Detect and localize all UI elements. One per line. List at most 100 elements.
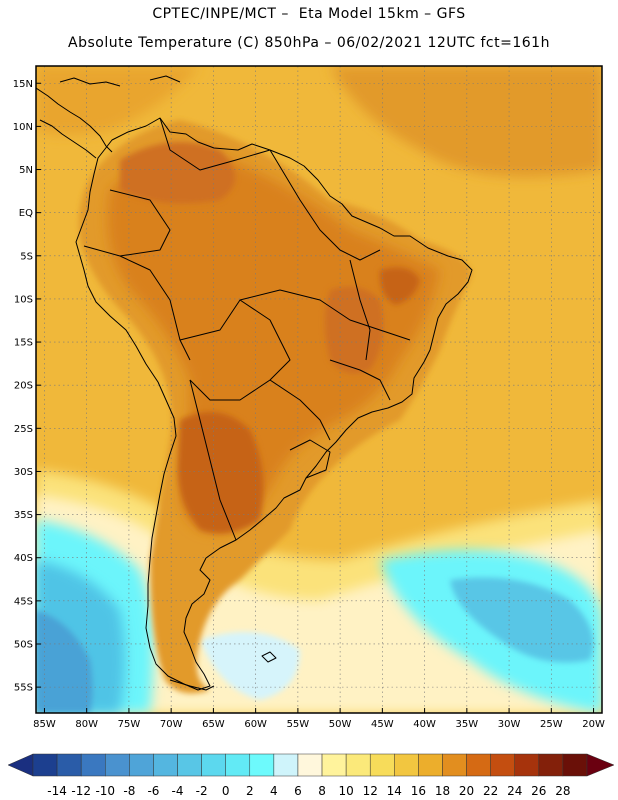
bolivia-border	[179, 299, 291, 401]
colorbar-label: -8	[123, 784, 135, 798]
falklands-coast	[261, 651, 277, 663]
temperature-field	[36, 66, 602, 713]
lon-label: 35W	[456, 719, 479, 730]
colorbar-label: 28	[555, 784, 570, 798]
colorbar-swatch	[177, 753, 202, 777]
brazil-states-border	[239, 289, 411, 341]
colorbar-swatch	[225, 753, 251, 777]
south-america-coastline	[75, 117, 473, 691]
colorbar-swatch	[273, 753, 299, 777]
central-america-pacific-coast	[39, 119, 97, 159]
lon-label: 55W	[287, 719, 310, 730]
lon-label: 30W	[498, 719, 521, 730]
colombia-border	[109, 189, 171, 257]
colorbar-swatch	[249, 753, 275, 777]
map-title-line2: Absolute Temperature (C) 850hPa – 06/02/…	[68, 35, 550, 51]
lat-label: 5S	[20, 251, 33, 262]
lon-label: 50W	[329, 719, 352, 730]
tierra-del-fuego-coast	[169, 679, 215, 691]
lon-label: 60W	[244, 719, 267, 730]
colorbar-label: 16	[411, 784, 426, 798]
colorbar-swatch	[105, 753, 130, 777]
northern-hot-core	[120, 142, 235, 204]
brazil-states-border-2	[329, 359, 391, 401]
colorbar-swatch	[153, 753, 178, 777]
brazil-hot-core	[325, 286, 384, 374]
colorbar-label: -12	[71, 784, 91, 798]
colorbar-label: -2	[196, 784, 208, 798]
map-title-line1: CPTEC/INPE/MCT – Eta Model 15km – GFS	[152, 6, 466, 22]
colder-atlantic-south	[450, 577, 594, 663]
lat-label: 10N	[13, 122, 33, 133]
colorbar-swatch	[80, 753, 106, 777]
cool-drake-patch	[200, 632, 300, 700]
lon-label: 70W	[160, 719, 183, 730]
uruguay-border	[289, 439, 331, 479]
colorbar-label: 18	[435, 784, 450, 798]
venezuela-border	[159, 117, 271, 171]
colorbar-low-arrow	[7, 753, 34, 777]
lat-label: 30S	[14, 467, 33, 478]
lat-label: 15N	[13, 79, 33, 90]
lon-label: 40W	[413, 719, 436, 730]
colorbar-label: 26	[531, 784, 546, 798]
colorbar-label: 14	[387, 784, 402, 798]
colorbar-swatch	[32, 753, 58, 777]
colorbar-swatch	[442, 753, 467, 777]
colorbar-swatch	[538, 753, 564, 777]
colorbar-swatch	[490, 753, 515, 777]
colorbar-label: -14	[47, 784, 67, 798]
colorbar-label: 12	[363, 784, 378, 798]
colorbar-label: 22	[483, 784, 498, 798]
colorbar-swatch	[418, 753, 443, 777]
colorbar-high-arrow	[586, 753, 615, 777]
peru-border	[83, 245, 191, 361]
lat-label: 25S	[14, 424, 33, 435]
lat-label: 50S	[14, 639, 33, 650]
chaco-hot-core	[177, 412, 264, 534]
longitude-axis: 85W 80W 75W 70W 65W 60W 55W 50W 45W 40W 35W 30W 25W 2…	[33, 708, 605, 730]
lat-label: 55S	[14, 683, 33, 694]
lat-label: 5N	[19, 165, 33, 176]
colorbar-swatch	[466, 753, 491, 777]
lat-label: 35S	[14, 510, 33, 521]
paraguay-border	[269, 379, 331, 441]
lat-label: 10S	[14, 294, 33, 305]
tropical-atlantic-warm-zone	[330, 66, 602, 177]
colorbar-label: 8	[318, 784, 326, 798]
colorbar-swatch	[369, 753, 395, 777]
lat-label: 40S	[14, 553, 33, 564]
colorbar-label: 2	[246, 784, 254, 798]
colorbar-label: 4	[270, 784, 278, 798]
caribbean-island-coast-2	[149, 75, 181, 83]
colorbar: -14 -12 -10 -8 -6 -4 -2 0 2 4 6 8 10 12 14 16 18 20 22 24 26…	[7, 753, 615, 798]
lon-label: 20W	[582, 719, 605, 730]
colorbar-swatch	[297, 753, 323, 777]
caribbean-island-coast	[59, 77, 121, 87]
brazil-states-border-3	[349, 259, 371, 361]
colorbar-label: -4	[172, 784, 184, 798]
lon-label: 65W	[202, 719, 225, 730]
colorbar-swatch	[562, 753, 588, 777]
colorbar-label: -6	[147, 784, 159, 798]
lat-label: 45S	[14, 596, 33, 607]
colorbar-label: 24	[507, 784, 522, 798]
colorbar-label: 20	[459, 784, 474, 798]
colorbar-label: 6	[294, 784, 302, 798]
colorbar-label: -10	[95, 784, 115, 798]
colorbar-label: 10	[338, 784, 353, 798]
lon-label: 75W	[118, 719, 141, 730]
lon-label: 45W	[371, 719, 394, 730]
map-frame	[35, 65, 603, 714]
coastlines	[36, 75, 473, 691]
lat-label: 15S	[14, 338, 33, 349]
latitude-axis: 15N 10N 5N EQ 5S 10S 15S 20S 25S 30S 35S 40S 45S 50S 5…	[13, 79, 41, 694]
colorbar-swatch	[514, 753, 540, 777]
colorbar-swatch	[129, 753, 154, 777]
colorbar-swatch	[321, 753, 347, 777]
lon-label: 85W	[33, 719, 56, 730]
lat-label: 20S	[14, 381, 33, 392]
lat-label: EQ	[19, 208, 33, 219]
colorbar-swatch	[56, 753, 82, 777]
